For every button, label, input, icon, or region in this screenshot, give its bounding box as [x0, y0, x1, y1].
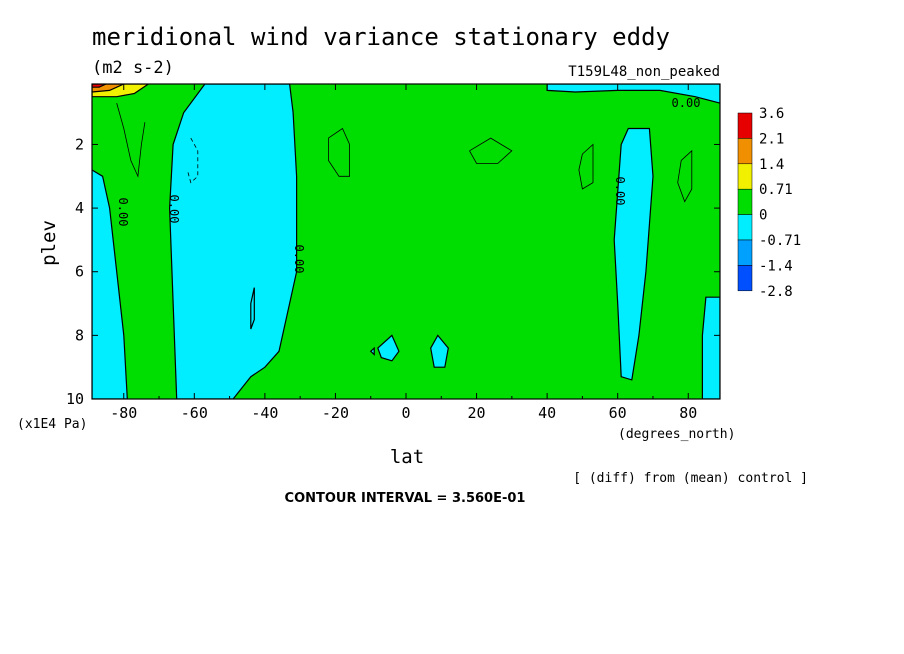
contour-line [186, 137, 199, 184]
contour-region [546, 84, 720, 104]
x-tick-label: 40 [538, 404, 556, 422]
contour-labels: 0.00 0.00 0.00 0.00 0.00 [116, 96, 700, 273]
contour-label: 0.00 [613, 177, 627, 206]
y-axis-ticks: 2 4 6 8 10 [66, 135, 720, 408]
contour-label: 0.00 [672, 96, 701, 110]
x-tick-label: 20 [468, 404, 486, 422]
contour-region [701, 296, 720, 399]
y-tick-label: 10 [66, 390, 84, 408]
colorbar-label: -0.71 [759, 233, 801, 249]
contour-region [613, 127, 654, 381]
y-tick-label: 6 [75, 263, 84, 281]
contour-line [116, 102, 146, 178]
colorbar-label: 2.1 [759, 131, 784, 147]
colorbar-swatch [737, 214, 753, 241]
colorbar-label: 1.4 [759, 157, 784, 173]
contour-region [250, 287, 255, 330]
plot-area: -80 -60 -40 -20 0 20 40 60 80 2 4 6 8 10 [66, 83, 721, 422]
contour-region [92, 169, 128, 399]
colorbar-swatch [737, 138, 753, 165]
contour-lines [116, 102, 693, 203]
contour-region [369, 346, 375, 356]
x-tick-label: 0 [401, 404, 410, 422]
contour-region [430, 334, 449, 368]
y-axis-units: (x1E4 Pa) [17, 417, 87, 432]
contour-region [92, 84, 107, 88]
colorbar-label: -2.8 [759, 284, 793, 300]
colorbar-label: 0.71 [759, 182, 793, 198]
colorbar: 3.6 2.1 1.4 0.71 0 -0.71 -1.4 -2.8 [737, 106, 801, 300]
contour-line [677, 149, 693, 203]
contour-region [168, 84, 298, 399]
contour-region [377, 334, 400, 362]
x-tick-label: -60 [181, 404, 208, 422]
x-axis-label: lat [390, 446, 424, 468]
chart-title: meridional wind variance stationary eddy [92, 23, 670, 51]
diff-note: [ (diff) from (mean) control ] [573, 471, 808, 486]
colorbar-swatch [737, 265, 753, 292]
contour-line [578, 143, 594, 190]
chart-units: (m2 s-2) [92, 58, 174, 78]
contour-label: 0.00 [292, 245, 306, 274]
contour-label: 0.00 [167, 195, 181, 224]
colorbar-swatch [737, 188, 753, 215]
contour-line [328, 127, 350, 177]
contour-line [469, 137, 513, 164]
contour-regions [92, 84, 720, 399]
contour-label: 0.00 [116, 198, 130, 227]
y-tick-label: 4 [75, 199, 84, 217]
colorbar-label: 0 [759, 208, 767, 224]
colorbar-swatch [737, 112, 753, 139]
colorbar-label: -1.4 [759, 258, 793, 274]
x-tick-label: -40 [251, 404, 278, 422]
y-axis-label: plev [38, 220, 60, 266]
contour-interval: CONTOUR INTERVAL = 3.560E-01 [285, 491, 526, 506]
x-tick-label: -80 [110, 404, 137, 422]
x-tick-label: 80 [679, 404, 697, 422]
colorbar-swatch [737, 163, 753, 190]
y-tick-label: 8 [75, 326, 84, 344]
colorbar-swatch [737, 239, 753, 266]
y-tick-label: 2 [75, 135, 84, 153]
x-tick-label: -20 [322, 404, 349, 422]
x-axis-units: (degrees_north) [618, 427, 735, 442]
experiment-label: T159L48_non_peaked [568, 64, 720, 80]
x-tick-label: 60 [609, 404, 627, 422]
x-axis-ticks: -80 -60 -40 -20 0 20 40 60 80 [110, 84, 697, 422]
colorbar-label: 3.6 [759, 106, 784, 122]
